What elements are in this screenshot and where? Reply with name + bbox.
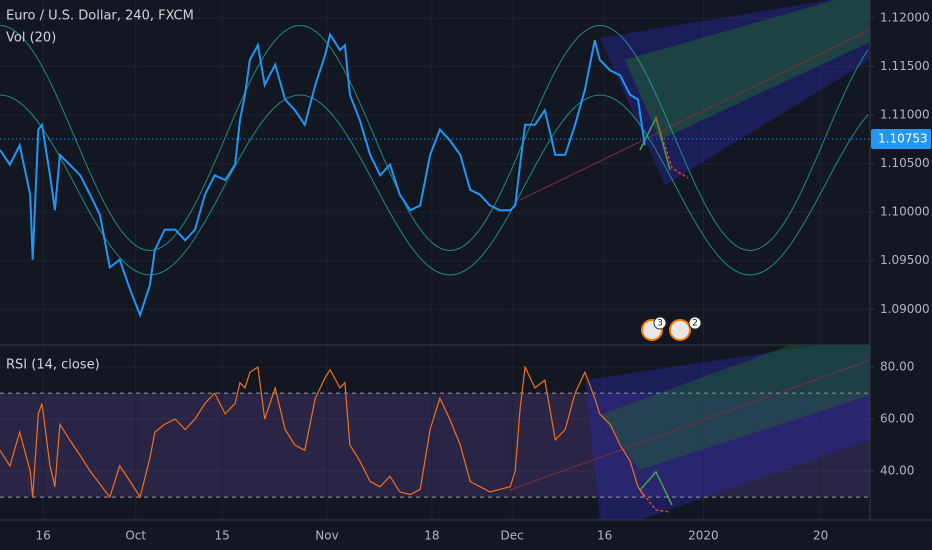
event-count-bg (653, 316, 667, 330)
y-tick-label: 1.11500 (880, 59, 930, 73)
x-tick-label: 20 (813, 529, 828, 543)
trend-line (519, 29, 871, 201)
price-line (0, 31, 646, 319)
cycle-curve (0, 94, 869, 276)
event-count-bg (688, 316, 702, 330)
drawings (0, 0, 871, 520)
projection-arrow (655, 117, 689, 179)
rsi-projection-arrow (639, 489, 671, 513)
rsi-projection (639, 470, 673, 506)
rsi-trend-line (509, 359, 871, 491)
event-count: 2 (692, 319, 698, 329)
rsi-channel-blue (585, 345, 870, 520)
last-price-tag (871, 129, 931, 150)
y-tick-label: 1.09000 (880, 302, 930, 316)
x-tick-label: 2020 (688, 529, 719, 543)
y-tick-label: 60.00 (880, 412, 914, 426)
y-tick-label: 1.12000 (880, 10, 930, 24)
channel-green (625, 0, 870, 140)
last-price-label: 1.10753 (878, 132, 928, 146)
x-tick-label: Oct (125, 529, 146, 543)
y-tick-label: 40.00 (880, 464, 914, 478)
x-tick-label: Dec (501, 529, 524, 543)
volume-label: Vol (20) (6, 31, 56, 46)
price-line (0, 364, 646, 499)
y-tick-label: 1.09500 (880, 253, 930, 267)
chart-title: Euro / U.S. Dollar, 240, FXCM (6, 9, 194, 24)
x-tick-label: 18 (424, 529, 439, 543)
x-tick-label: 15 (214, 529, 229, 543)
cycle-curve (0, 24, 869, 251)
x-tick-label: 16 (597, 529, 612, 543)
y-tick-label: 1.10000 (880, 205, 930, 219)
event-badge[interactable]: 3 (641, 316, 667, 341)
event-count: 3 (657, 319, 663, 329)
x-tick-label: 16 (36, 529, 51, 543)
series (0, 31, 870, 499)
rsi-title: RSI (14, close) (6, 358, 100, 373)
rsi-channel-green (600, 345, 870, 470)
y-tick-label: 80.00 (880, 360, 914, 374)
channel-blue (600, 0, 870, 185)
event-badge[interactable]: 2 (669, 316, 702, 341)
event-icon[interactable] (669, 319, 691, 341)
y-tick-label: 1.10500 (880, 156, 930, 170)
y-tick-label: 1.11000 (880, 108, 930, 122)
x-tick-label: Nov (315, 529, 338, 543)
